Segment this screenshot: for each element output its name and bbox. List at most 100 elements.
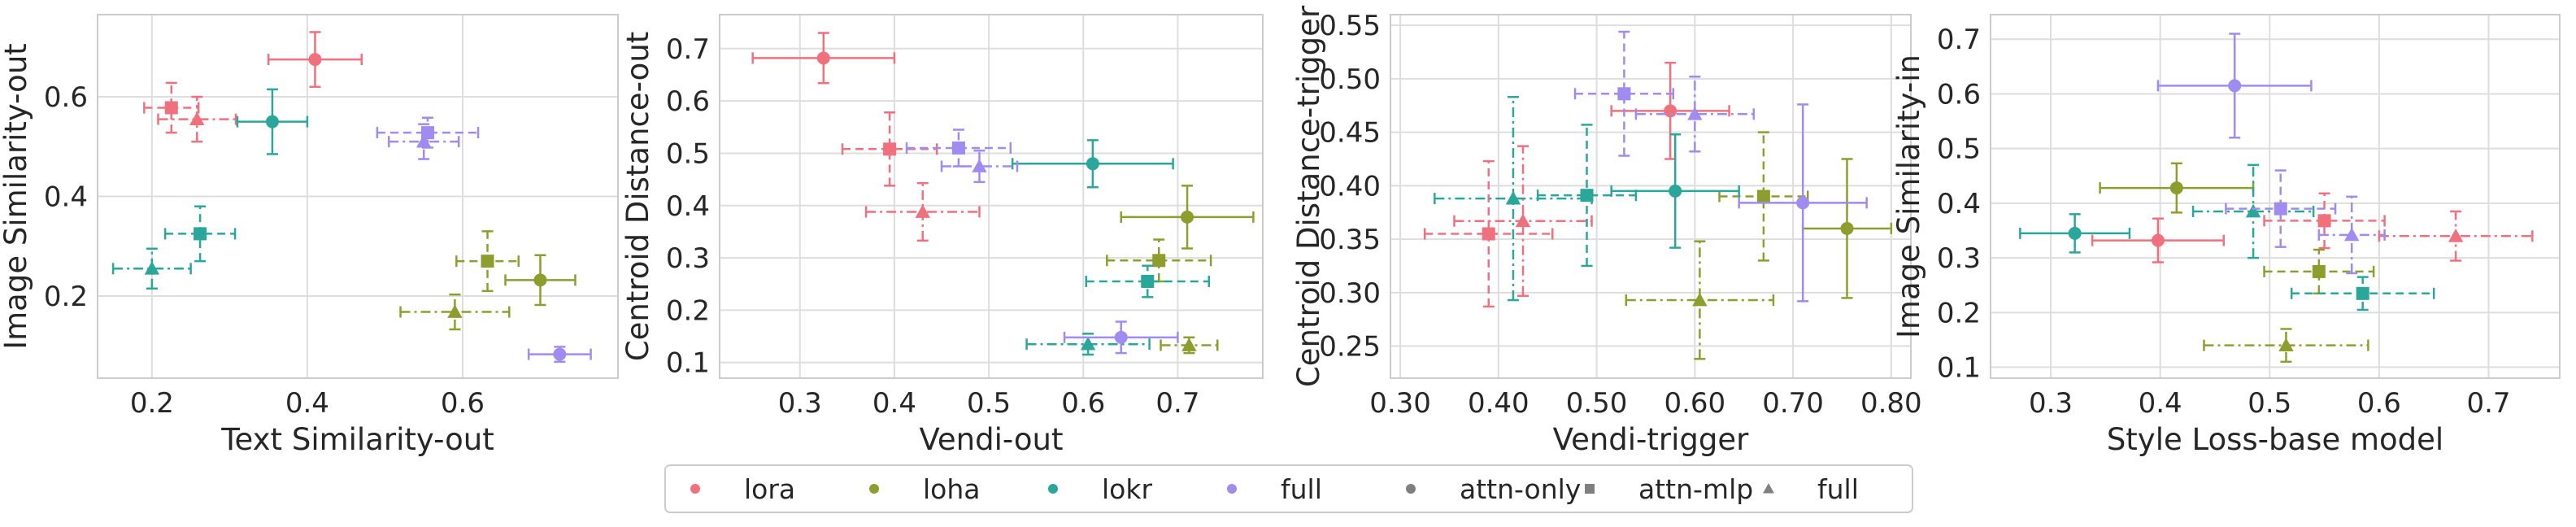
data-point-lokr-attn-only	[1610, 133, 1740, 249]
legend-label: lokr	[1102, 473, 1152, 505]
data-point-full-attn-only	[1738, 103, 1868, 303]
point-marker	[1687, 107, 1703, 120]
x-tick-label: 0.6	[2357, 387, 2401, 420]
data-point-loha-full	[2203, 328, 2369, 364]
y-tick-label: 0.4	[44, 181, 88, 214]
point-marker	[2317, 214, 2331, 228]
x-tick-label: 0.3	[778, 387, 822, 420]
point-marker	[265, 115, 279, 128]
x-tick-label: 0.7	[2466, 387, 2510, 420]
x-tick-label: 0.3	[2029, 387, 2073, 420]
data-point-lokr-attn-only	[2019, 213, 2131, 254]
x-tick-label: 0.50	[1566, 387, 1628, 420]
point-marker	[533, 273, 547, 287]
data-point-lora-attn-mlp	[2263, 192, 2386, 250]
data-point-lora-attn-mlp	[841, 111, 938, 187]
point-marker	[1114, 330, 1128, 344]
y-axis-label: Image Similarity-out	[0, 43, 33, 350]
y-tick-label: 0.30	[1319, 277, 1381, 310]
legend-marker	[1227, 484, 1237, 494]
plot-border	[719, 14, 1264, 379]
legend-marker	[690, 484, 700, 494]
y-tick-label: 0.45	[1319, 117, 1381, 150]
data-point-full-attn-only	[527, 346, 592, 364]
data-point-lora-full	[1453, 145, 1593, 298]
data-point-lora-attn-mlp	[143, 81, 200, 134]
legend-item-2: lokr	[1048, 473, 1152, 505]
plot-border	[1390, 14, 1912, 379]
data-point-loha-attn-mlp	[1106, 238, 1212, 283]
legend-label: lora	[744, 473, 795, 505]
point-marker	[2151, 233, 2165, 247]
y-axis-label: Centroid Distance-trigger	[1291, 5, 1326, 387]
point-marker	[1669, 184, 1682, 198]
x-axis-label: Vendi-out	[919, 422, 1063, 457]
y-tick-label: 0.7	[1937, 24, 1981, 56]
x-tick-label: 0.4	[872, 387, 916, 420]
y-axis-label: Image Similarity-in	[1891, 54, 1926, 338]
x-tick-label: 0.6	[441, 387, 485, 420]
point-marker	[194, 227, 207, 241]
x-tick-label: 0.2	[130, 387, 174, 420]
legend-marker	[869, 484, 879, 494]
point-marker	[915, 204, 930, 218]
data-point-loha-full	[1625, 240, 1775, 360]
data-point-lora-attn-mlp	[1424, 159, 1554, 308]
x-tick-label: 0.5	[967, 387, 1011, 420]
data-point-lokr-attn-only	[236, 88, 309, 155]
legend-label: loha	[923, 473, 981, 505]
plot-border	[97, 14, 619, 379]
data-point-lokr-attn-mlp	[163, 205, 237, 263]
data-point-loha-attn-mlp	[1718, 131, 1809, 262]
legend-item-3: full	[1227, 473, 1322, 505]
point-marker	[1080, 336, 1096, 351]
data-point-loha-attn-only	[504, 254, 577, 307]
point-marker	[1141, 275, 1155, 289]
legend-item-6: full	[1763, 473, 1859, 505]
legend-item-5: attn-mlp	[1585, 473, 1753, 505]
data-point-lokr-full	[1025, 333, 1151, 356]
point-marker	[553, 347, 567, 361]
legend-label: attn-mlp	[1638, 473, 1753, 505]
plot-area	[719, 14, 1264, 379]
point-marker	[1152, 254, 1166, 268]
y-tick-label: 0.7	[666, 33, 710, 66]
x-axis-label: Text Similarity-out	[220, 422, 494, 457]
point-marker	[189, 111, 205, 125]
y-tick-label: 0.2	[44, 281, 88, 313]
legend-marker	[1048, 484, 1058, 494]
point-marker	[951, 142, 965, 155]
x-tick-label: 0.60	[1664, 387, 1725, 420]
point-marker	[308, 53, 322, 67]
data-point-lokr-attn-only	[1011, 139, 1174, 189]
y-tick-label: 0.40	[1319, 170, 1381, 203]
x-tick-label: 0.4	[2139, 387, 2182, 420]
point-marker	[2278, 338, 2294, 352]
data-point-loha-attn-only	[2099, 162, 2255, 214]
point-marker	[2274, 202, 2287, 216]
point-marker	[816, 51, 830, 65]
point-marker	[1086, 157, 1099, 171]
legend-frame	[664, 464, 1913, 513]
point-marker	[2228, 79, 2242, 93]
data-point-full-full	[2317, 195, 2386, 275]
point-marker	[1515, 213, 1531, 228]
data-point-lora-full	[864, 181, 981, 242]
data-point-lokr-full	[2191, 163, 2315, 259]
legend-item-4: attn-only	[1406, 473, 1581, 505]
point-marker	[164, 101, 178, 115]
y-tick-label: 0.50	[1319, 63, 1381, 96]
plot-border	[1990, 14, 2561, 379]
y-tick-label: 0.2	[1937, 297, 1981, 329]
legend: lora loha lokr full attn-only attn-mlp full	[664, 464, 1913, 513]
data-point-lokr-attn-mlp	[1085, 264, 1211, 298]
legend-marker	[1406, 484, 1416, 494]
data-point-loha-attn-only	[1120, 185, 1255, 250]
data-point-full-attn-mlp	[1573, 30, 1675, 157]
data-point-lora-full	[157, 95, 237, 143]
x-tick-label: 0.7	[1155, 387, 1199, 420]
y-tick-label: 0.4	[666, 190, 710, 223]
y-axis-label: Centroid Distance-out	[620, 32, 655, 362]
data-point-full-attn-only	[2156, 33, 2313, 139]
